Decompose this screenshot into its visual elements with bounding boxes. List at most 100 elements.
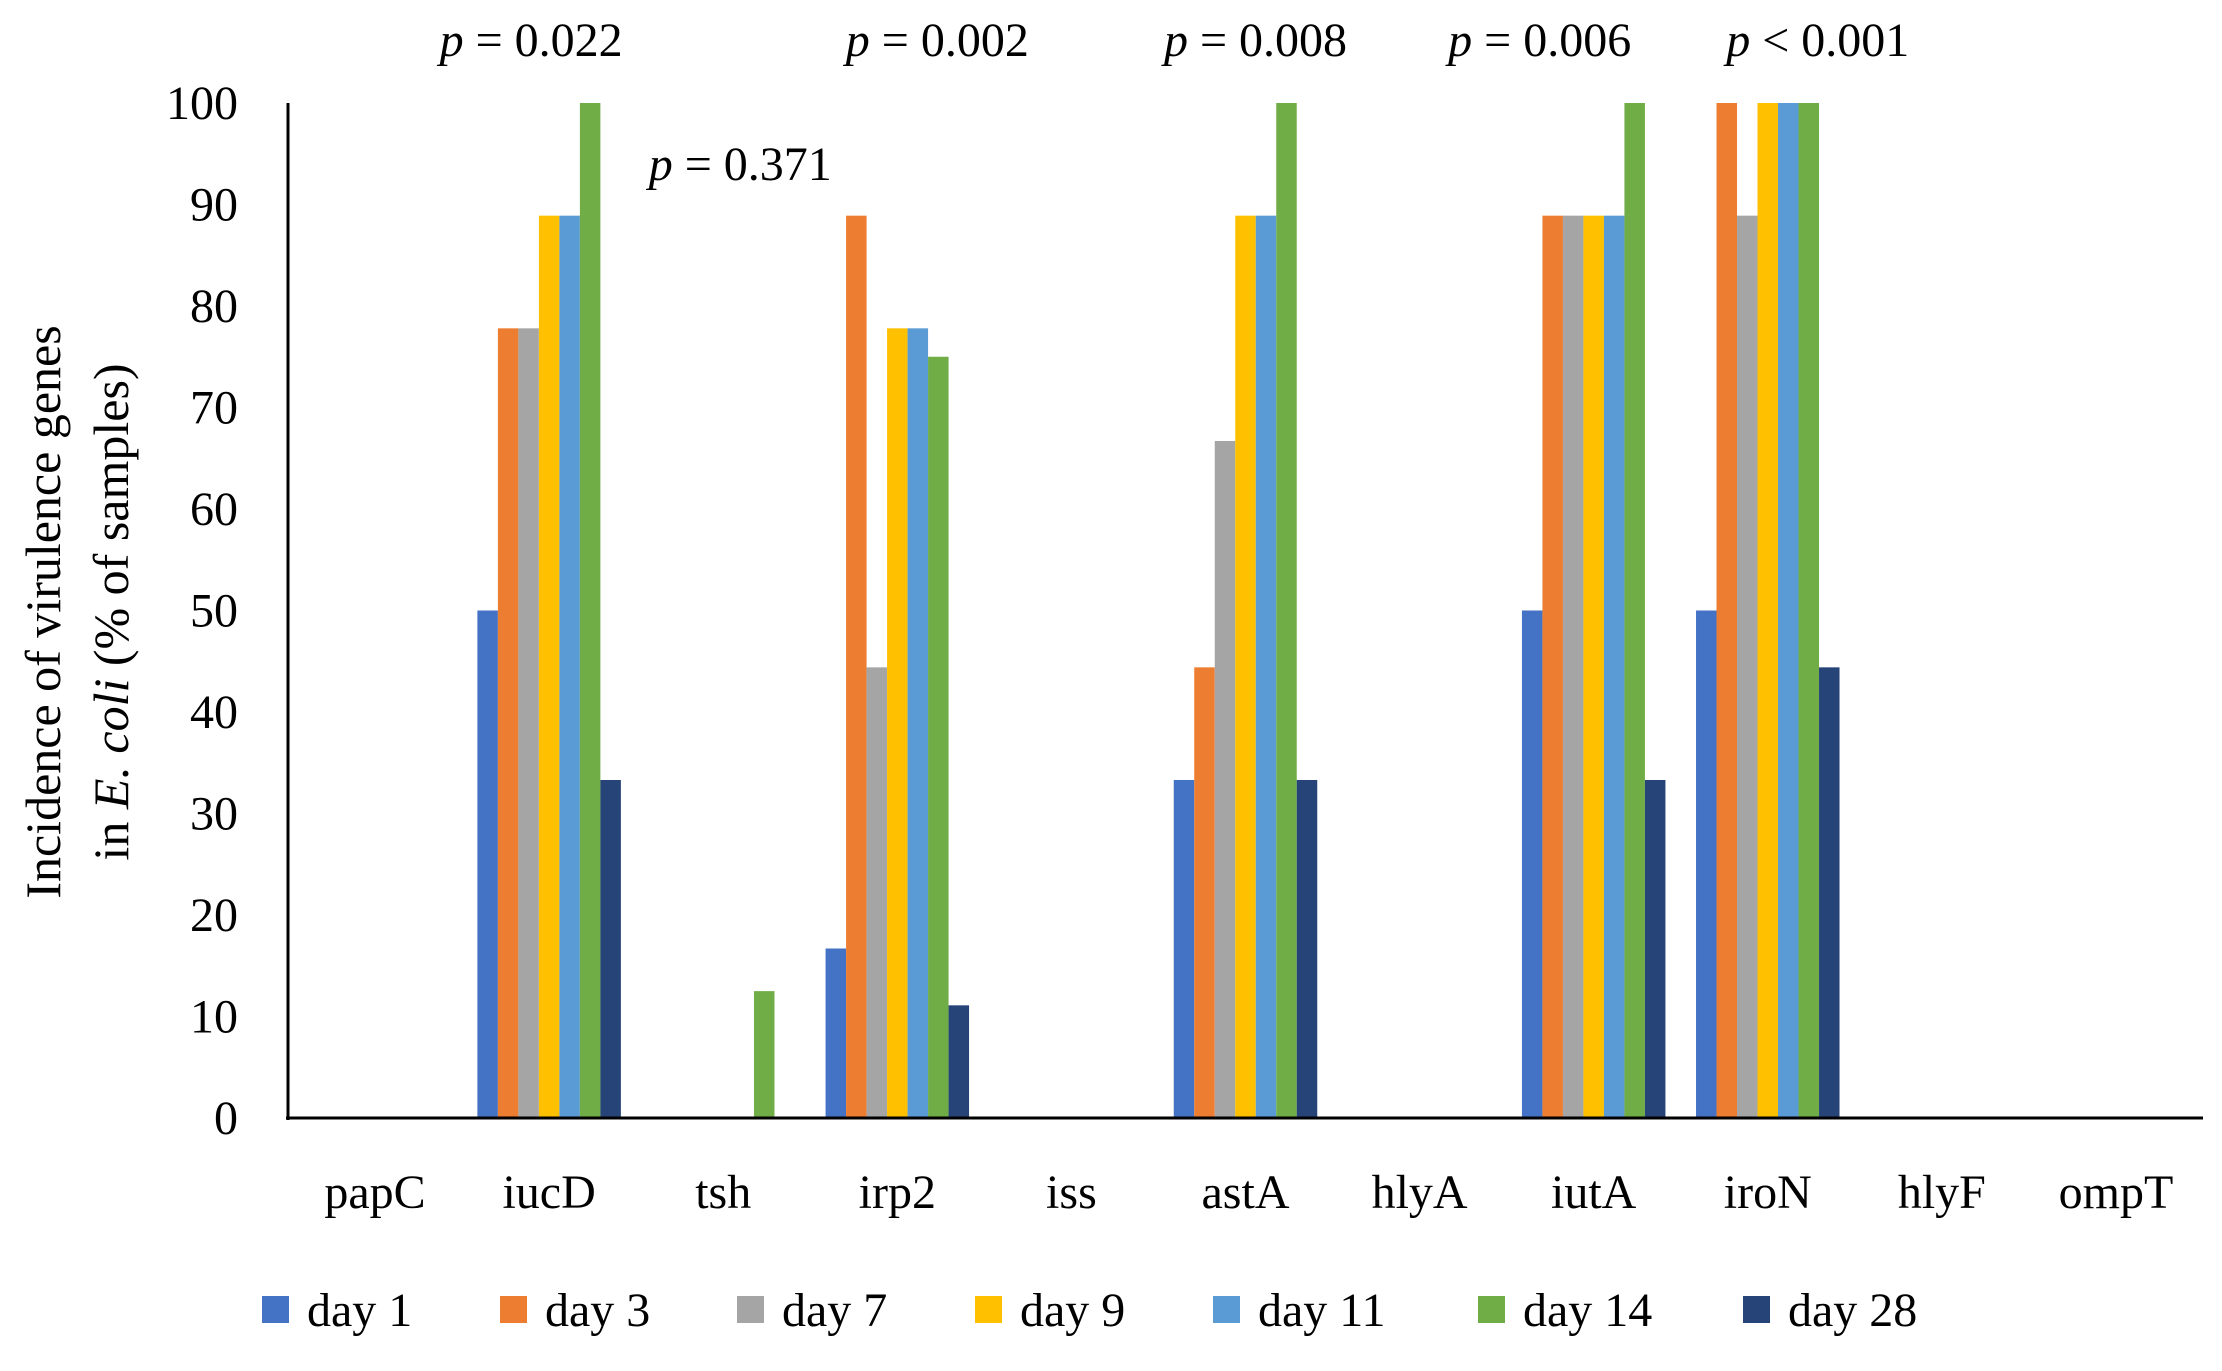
- bar-irp2-day-28: [948, 1005, 970, 1118]
- x-tick-label-astA: astA: [1202, 1166, 1290, 1219]
- p-symbol: p: [1161, 14, 1188, 67]
- y-tick-label: 60: [190, 483, 238, 536]
- x-tick-label-papC: papC: [324, 1166, 425, 1219]
- bar-iucD-day-11: [559, 215, 580, 1119]
- legend-item-day-7: day 7: [737, 1284, 887, 1337]
- legend-item-day-28: day 28: [1743, 1284, 1917, 1337]
- p-value-text: = 0.002: [870, 14, 1029, 67]
- bar-iroN-day-14: [1798, 103, 1820, 1118]
- p-value-text: = 0.008: [1188, 14, 1347, 67]
- legend-label: day 28: [1788, 1284, 1917, 1337]
- legend-label: day 11: [1258, 1284, 1386, 1337]
- p-value-iroN: p < 0.001: [1723, 14, 1909, 67]
- legend-label: day 14: [1523, 1284, 1652, 1337]
- bar-irp2-day-7: [866, 667, 888, 1118]
- bar-astA-day-14: [1276, 103, 1297, 1118]
- bar-iroN-day-1: [1696, 610, 1717, 1118]
- x-tick-label-iss: iss: [1046, 1166, 1097, 1219]
- p-value-irp2: p = 0.002: [843, 14, 1029, 67]
- bar-iucD-day-28: [600, 780, 621, 1118]
- bar-iucD-day-1: [477, 610, 498, 1118]
- bar-astA-day-28: [1296, 780, 1318, 1118]
- bar-iutA-day-3: [1542, 215, 1563, 1119]
- x-tick-labels: papC iucD tsh irp2 iss astA hlyA iutA iroN hlyF om…: [324, 1166, 2173, 1219]
- y-axis-title-italic: E. coli: [83, 679, 139, 811]
- x-tick-label-hlyF: hlyF: [1898, 1166, 1986, 1219]
- y-tick-labels: 0 10 20 30 40 50 60 70 80 90 100: [166, 77, 238, 1145]
- bar-astA-day-11: [1255, 215, 1277, 1119]
- p-symbol: p: [1723, 14, 1750, 67]
- p-value-iucD: p = 0.022: [437, 14, 623, 67]
- p-symbol: p: [1445, 14, 1472, 67]
- p-value-text: = 0.006: [1472, 14, 1631, 67]
- legend-item-day-3: day 3: [500, 1284, 650, 1337]
- axes-layer: [286, 103, 2203, 1120]
- bars-layer: [477, 103, 1840, 1119]
- bar-irp2-day-11: [907, 328, 929, 1119]
- x-tick-label-tsh: tsh: [695, 1166, 751, 1219]
- bar-iucD-day-9: [538, 215, 560, 1119]
- x-tick-label-iutA: iutA: [1551, 1166, 1637, 1219]
- y-axis-title-line1: Incidence of virulence genes: [15, 325, 71, 898]
- bar-irp2-day-1: [825, 948, 847, 1118]
- bar-iroN-day-9: [1757, 103, 1779, 1118]
- bar-iroN-day-11: [1778, 103, 1799, 1118]
- p-value-astA: p = 0.008: [1161, 14, 1347, 67]
- y-tick-label: 30: [190, 788, 238, 841]
- p-value-text: < 0.001: [1750, 14, 1909, 67]
- legend-item-day-1: day 1: [262, 1284, 412, 1337]
- legend-label: day 1: [307, 1284, 412, 1337]
- y-tick-label: 50: [190, 585, 238, 638]
- x-tick-label-iucD: iucD: [502, 1166, 595, 1219]
- y-tick-label: 100: [166, 77, 238, 130]
- p-symbol: p: [437, 14, 464, 67]
- y-tick-label: 20: [190, 889, 238, 942]
- y-tick-label: 0: [214, 1092, 238, 1145]
- bar-iutA-day-9: [1583, 215, 1604, 1119]
- bar-astA-day-9: [1235, 215, 1256, 1119]
- bar-iucD-day-7: [518, 328, 539, 1119]
- bar-irp2-day-3: [846, 215, 867, 1119]
- bar-astA-day-3: [1194, 667, 1215, 1118]
- y-tick-label: 90: [190, 179, 238, 232]
- legend: day 1 day 3 day 7 day 9 day 11 day 14 day 28: [262, 1284, 1917, 1337]
- legend-label: day 7: [782, 1284, 887, 1337]
- x-tick-label-irp2: irp2: [859, 1166, 936, 1219]
- legend-item-day-14: day 14: [1478, 1284, 1652, 1337]
- p-symbol: p: [843, 14, 870, 67]
- bar-iutA-day-14: [1624, 103, 1645, 1118]
- bar-iutA-day-7: [1562, 215, 1584, 1119]
- bar-irp2-day-9: [887, 328, 908, 1119]
- bar-iucD-day-14: [579, 103, 601, 1118]
- bar-astA-day-7: [1214, 440, 1236, 1118]
- bar-irp2-day-14: [928, 356, 949, 1118]
- legend-swatch: [262, 1296, 289, 1323]
- y-tick-label: 40: [190, 686, 238, 739]
- bar-iutA-day-11: [1603, 215, 1625, 1119]
- bar-iucD-day-3: [497, 328, 519, 1119]
- y-axis-title-line2: in E. coli (% of samples): [83, 363, 139, 860]
- bar-iroN-day-3: [1716, 103, 1738, 1118]
- legend-swatch: [737, 1296, 764, 1323]
- y-tick-label: 80: [190, 280, 238, 333]
- legend-label: day 3: [545, 1284, 650, 1337]
- legend-item-day-9: day 9: [975, 1284, 1125, 1337]
- legend-swatch: [500, 1296, 527, 1323]
- bar-iutA-day-28: [1644, 780, 1666, 1118]
- y-tick-label: 70: [190, 382, 238, 435]
- legend-swatch: [1213, 1296, 1240, 1323]
- y-tick-label: 10: [190, 991, 238, 1044]
- y-axis-title-prefix: in: [83, 809, 139, 860]
- legend-label: day 9: [1020, 1284, 1125, 1337]
- p-value-tsh: p = 0.371: [646, 138, 832, 191]
- legend-swatch: [1478, 1296, 1505, 1323]
- bar-iroN-day-7: [1737, 215, 1758, 1119]
- p-value-text: = 0.022: [464, 14, 623, 67]
- p-value-iutA: p = 0.006: [1445, 14, 1631, 67]
- x-tick-label-ompT: ompT: [2059, 1166, 2174, 1219]
- bar-iroN-day-28: [1819, 667, 1840, 1118]
- p-symbol: p: [646, 138, 673, 191]
- x-tick-label-iroN: iroN: [1724, 1166, 1812, 1219]
